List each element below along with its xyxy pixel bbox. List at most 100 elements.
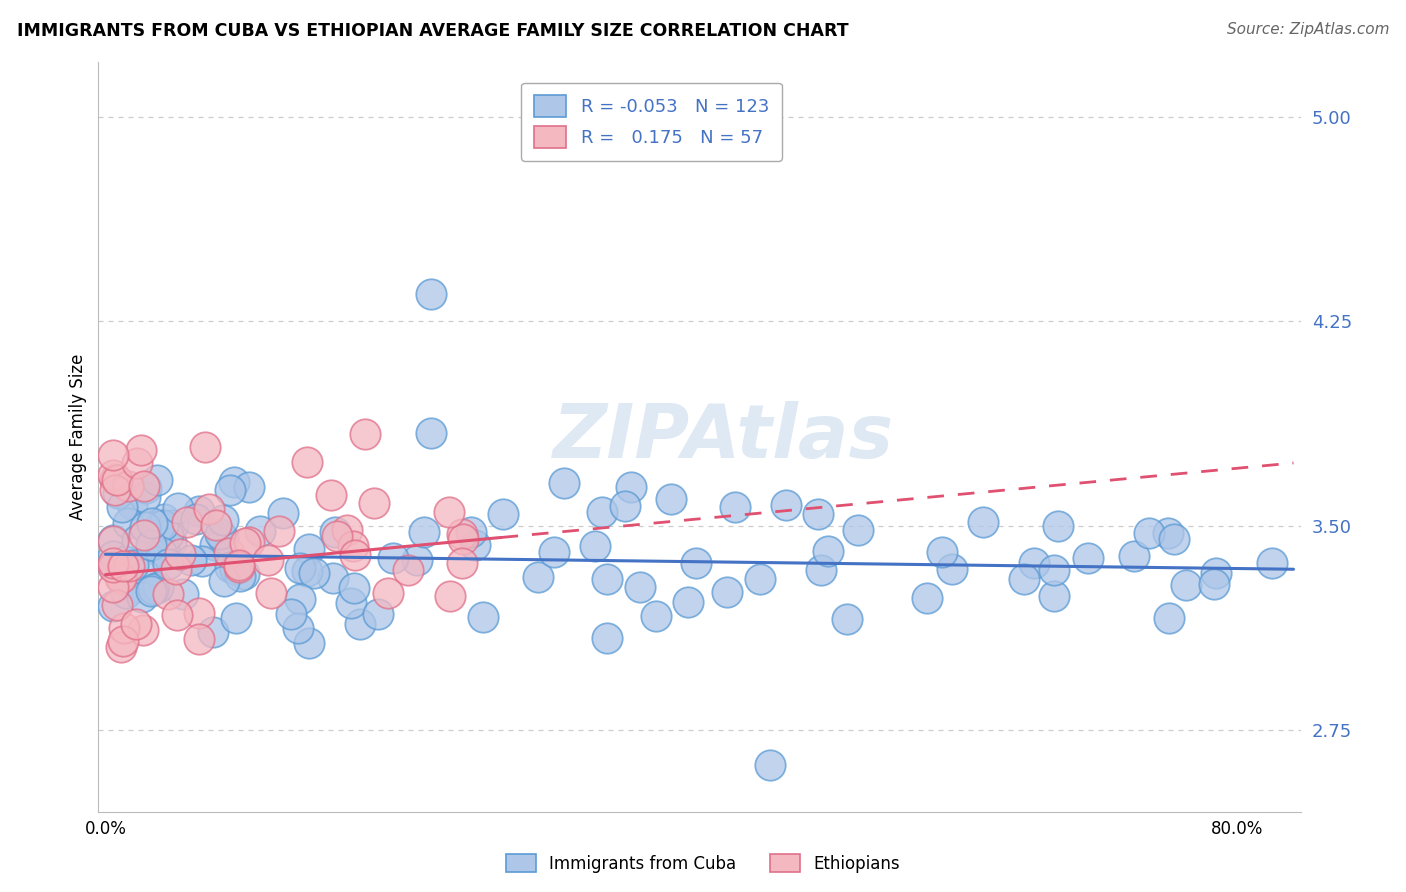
Point (1163, 532, 1185, 546)
Point (139, 583, 162, 598)
Point (211, 513, 233, 527)
Point (257, 553, 280, 567)
Point (1047, 519, 1070, 533)
Point (1077, 551, 1099, 566)
Text: Source: ZipAtlas.com: Source: ZipAtlas.com (1226, 22, 1389, 37)
Point (114, 554, 136, 568)
Point (583, 539, 606, 553)
Point (152, 518, 174, 533)
Point (472, 610, 495, 624)
Point (105, 598, 128, 612)
Point (837, 612, 859, 626)
Point (212, 574, 235, 588)
Point (543, 545, 565, 559)
Point (437, 505, 460, 519)
Point (169, 548, 191, 562)
Point (228, 560, 250, 574)
Point (110, 571, 132, 585)
Point (112, 633, 135, 648)
Point (614, 499, 637, 513)
Point (342, 539, 364, 553)
Point (127, 456, 149, 470)
Point (724, 500, 747, 514)
Point (218, 483, 240, 498)
Point (1261, 556, 1284, 570)
Point (628, 580, 651, 594)
Point (212, 532, 235, 546)
Point (238, 480, 260, 494)
Point (204, 538, 226, 552)
Point (153, 512, 176, 526)
Point (1157, 525, 1180, 540)
Point (101, 549, 124, 564)
Point (142, 582, 165, 597)
Point (238, 534, 260, 549)
Point (141, 516, 163, 530)
Point (1123, 549, 1146, 564)
Point (288, 560, 311, 574)
Point (229, 569, 252, 583)
Point (218, 546, 240, 560)
Point (157, 557, 180, 571)
Point (413, 524, 436, 539)
Point (194, 440, 217, 454)
Text: IMMIGRANTS FROM CUBA VS ETHIOPIAN AVERAGE FAMILY SIZE CORRELATION CHART: IMMIGRANTS FROM CUBA VS ETHIOPIAN AVERAG… (17, 22, 848, 40)
Point (222, 475, 245, 489)
Point (659, 491, 682, 506)
Point (132, 479, 155, 493)
Point (363, 495, 385, 509)
Point (165, 562, 187, 576)
Point (131, 590, 153, 604)
Point (125, 616, 148, 631)
Point (132, 528, 155, 542)
Point (553, 475, 575, 490)
Point (451, 556, 474, 570)
Point (1043, 589, 1066, 603)
Point (381, 551, 404, 566)
Point (596, 572, 619, 586)
Point (343, 581, 366, 595)
Point (127, 533, 149, 548)
Point (101, 534, 124, 549)
Point (420, 425, 443, 440)
Point (716, 585, 738, 599)
Point (273, 506, 295, 520)
Point (172, 587, 194, 601)
Point (146, 580, 169, 594)
Point (103, 483, 125, 497)
Point (139, 538, 162, 552)
Point (166, 607, 188, 622)
Point (129, 443, 152, 458)
Point (101, 533, 124, 547)
Point (188, 503, 211, 517)
Point (232, 567, 254, 582)
Point (817, 543, 839, 558)
Point (198, 502, 221, 516)
Point (1175, 578, 1198, 592)
Point (354, 426, 377, 441)
Point (335, 523, 357, 537)
Point (972, 516, 994, 530)
Point (377, 586, 399, 600)
Point (451, 533, 474, 547)
Point (325, 528, 347, 542)
Point (759, 758, 782, 772)
Point (748, 572, 770, 586)
Point (491, 508, 513, 522)
Point (176, 515, 198, 529)
Point (110, 640, 132, 654)
Point (775, 498, 797, 512)
Point (260, 586, 283, 600)
Point (162, 518, 184, 533)
Point (233, 536, 256, 550)
Point (644, 609, 666, 624)
Point (157, 587, 180, 601)
Point (209, 527, 232, 541)
Point (1014, 572, 1036, 586)
Point (107, 486, 129, 500)
Point (280, 607, 302, 622)
Legend: R = -0.053   N = 123, R =   0.175   N = 57: R = -0.053 N = 123, R = 0.175 N = 57 (522, 83, 782, 161)
Point (224, 562, 246, 576)
Point (323, 525, 346, 540)
Point (134, 520, 156, 534)
